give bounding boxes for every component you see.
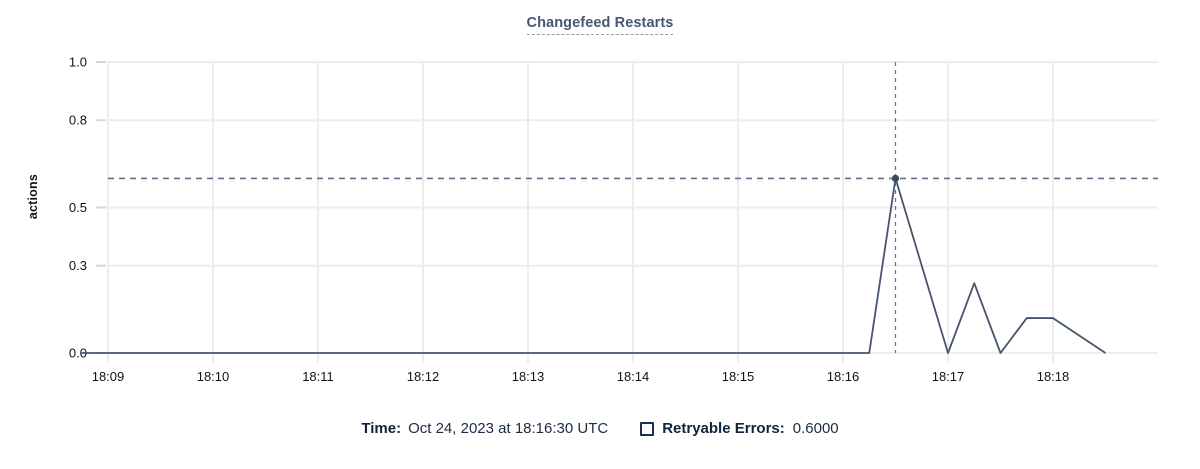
chart-title[interactable]: Changefeed Restarts bbox=[526, 15, 674, 35]
chart-footer: Time: Oct 24, 2023 at 18:16:30 UTC Retry… bbox=[0, 420, 1200, 437]
data-point-marker[interactable] bbox=[891, 174, 900, 182]
legend-item-retryable-errors[interactable]: Retryable Errors: 0.6000 bbox=[640, 420, 839, 437]
x-tick-labels: 18:09 18:10 18:11 18:12 18:13 18:14 18:15 18:16… bbox=[92, 369, 1070, 384]
time-readout: Time: Oct 24, 2023 at 18:16:30 UTC bbox=[361, 420, 608, 437]
y-tick-label: 0.5 bbox=[69, 200, 87, 215]
plot-area[interactable]: 1.0 0.8 0.5 0.3 0.0 18:09 18:10 18:11 18:12 18:1… bbox=[0, 0, 1200, 400]
x-tick-label: 18:15 bbox=[722, 369, 755, 384]
y-tick-label: 0.8 bbox=[69, 113, 87, 128]
x-gridlines bbox=[107, 62, 1054, 363]
x-tick-label: 18:18 bbox=[1037, 369, 1070, 384]
x-tick-label: 18:16 bbox=[827, 369, 860, 384]
y-tick-label: 0.0 bbox=[69, 346, 87, 361]
x-tick-label: 18:09 bbox=[92, 369, 125, 384]
series-line[interactable] bbox=[81, 177, 1106, 354]
x-tick-label: 18:17 bbox=[932, 369, 965, 384]
y-tick-label: 1.0 bbox=[69, 55, 87, 70]
legend-series-value: 0.6000 bbox=[792, 420, 839, 437]
highlighted-data-point[interactable] bbox=[891, 174, 900, 182]
x-tick-label: 18:13 bbox=[512, 369, 545, 384]
x-tick-label: 18:11 bbox=[302, 369, 334, 384]
chart-plot-svg[interactable]: 1.0 0.8 0.5 0.3 0.0 18:09 18:10 18:11 18:12 18:1… bbox=[0, 0, 1200, 400]
legend-series-name: Retryable Errors: bbox=[662, 420, 785, 437]
y-tick-label: 0.3 bbox=[69, 258, 87, 273]
x-tick-label: 18:12 bbox=[407, 369, 440, 384]
x-tick-label: 18:10 bbox=[197, 369, 230, 384]
x-tick-label: 18:14 bbox=[617, 369, 650, 384]
data-series-lines[interactable] bbox=[81, 177, 1106, 354]
time-value: Oct 24, 2023 at 18:16:30 UTC bbox=[408, 420, 609, 437]
crosshair bbox=[108, 62, 1158, 353]
chart-title-container: Changefeed Restarts bbox=[0, 14, 1200, 35]
time-label: Time: bbox=[361, 420, 402, 437]
legend-checkbox-icon[interactable] bbox=[640, 421, 655, 436]
y-tick-labels: 1.0 0.8 0.5 0.3 0.0 bbox=[69, 55, 106, 361]
